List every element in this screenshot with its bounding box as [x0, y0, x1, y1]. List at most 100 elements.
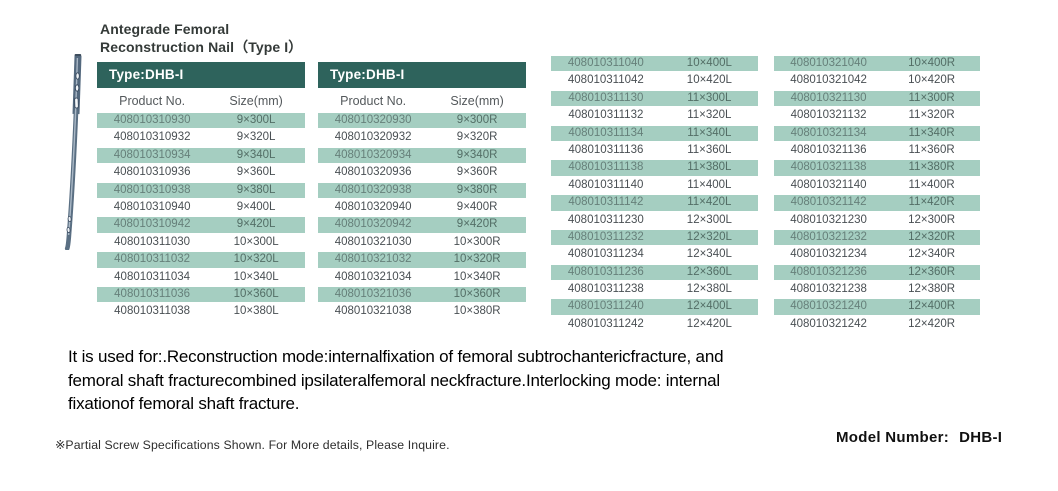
product-no-cell: 408010321130 [790, 91, 867, 104]
usage-description: It is used for:.Reconstruction mode:inte… [68, 345, 724, 416]
table-rows: 408010310930 9×300L 408010310932 9×320L 4080… [97, 113, 305, 320]
page-title: Antegrade Femoral Reconstruction Nail（Ty… [100, 20, 302, 56]
size-cell: 10×400L [686, 57, 732, 69]
page-title-line1: Antegrade Femoral [100, 21, 230, 37]
table-row: 408010311032 10×320L [97, 252, 305, 268]
product-no-cell: 408010311032 [114, 253, 191, 266]
product-no-cell: 408010311230 [567, 213, 644, 226]
product-no-cell: 408010311130 [568, 91, 644, 104]
table-rows: 408010320930 9×300R 408010320932 9×320R 4080… [318, 113, 526, 320]
product-no-cell: 408010321032 [334, 253, 412, 266]
size-cell: 9×400L [236, 200, 276, 213]
table-row: 408010321240 12×400R [774, 299, 980, 315]
product-no-cell: 408010320930 [334, 114, 412, 126]
product-no-cell: 408010311042 [567, 74, 644, 87]
table-row: 408010321042 10×420R [774, 73, 980, 88]
size-cell: 9×320R [456, 131, 498, 144]
size-cell: 9×340L [236, 148, 276, 161]
table-row: 408010321238 12×380R [774, 282, 980, 297]
size-cell: 11×300L [687, 91, 732, 104]
size-cell: 11×400R [908, 178, 955, 191]
spec-table-second: Type:DHB-I Product No. Size(mm) 40801032… [318, 62, 526, 322]
size-cell: 10×400R [908, 57, 956, 69]
product-no-cell: 408010311232 [567, 230, 644, 243]
size-cell: 9×380R [456, 183, 498, 196]
table-row: 408010321034 10×340R [318, 270, 526, 285]
table-row: 408010320932 9×320R [318, 130, 526, 145]
type-header-bar: Type:DHB-I [318, 62, 526, 88]
table-row: 408010311132 11×320L [551, 108, 758, 123]
product-no-cell: 408010321034 [334, 270, 412, 283]
type-header-label: Type:DHB-I [330, 67, 405, 82]
femoral-nail-illustration [56, 52, 96, 251]
product-no-cell: 408010320942 [334, 218, 412, 231]
product-no-cell: 408010311138 [568, 161, 644, 174]
size-cell: 12×360L [686, 265, 732, 278]
product-no-cell: 408010310940 [113, 200, 191, 213]
product-no-cell: 408010320936 [334, 166, 412, 179]
column-headers: Product No. Size(mm) [318, 89, 526, 113]
table-row: 408010321040 10×400R [774, 56, 980, 72]
product-no-cell: 408010310934 [113, 148, 191, 161]
product-no-cell: 408010311236 [567, 265, 644, 278]
table-row: 408010311242 12×420L [551, 317, 758, 332]
product-no-cell: 408010311234 [567, 248, 644, 261]
usage-description-line1: It is used for:.Reconstruction mode:inte… [68, 347, 724, 366]
size-cell: 9×300R [456, 114, 498, 126]
table-row: 408010321142 11×420R [774, 195, 980, 211]
product-no-cell: 408010311140 [568, 178, 644, 191]
column-header-product-no: Product No. [119, 94, 186, 108]
table-row: 408010311234 12×340L [551, 247, 758, 262]
size-cell: 9×420L [236, 218, 276, 231]
product-no-cell: 408010310930 [113, 114, 191, 126]
product-no-cell: 408010311036 [114, 287, 191, 300]
size-cell: 10×340L [233, 270, 279, 283]
size-cell: 12×300R [908, 213, 956, 226]
product-no-cell: 408010320934 [334, 148, 412, 161]
table-row: 408010321138 11×380R [774, 160, 980, 176]
table-row: 408010321030 10×300R [318, 235, 526, 250]
size-cell: 12×300L [686, 213, 732, 226]
table-row: 408010320942 9×420R [318, 217, 526, 233]
page-title-line2: Reconstruction Nail（Type I） [100, 39, 303, 56]
product-no-cell: 408010310938 [113, 183, 191, 196]
product-no-cell: 408010311040 [567, 57, 644, 69]
size-cell: 11×320L [687, 109, 732, 122]
spec-table-fourth: 408010321040 10×400R 408010321042 10×420R 40… [774, 56, 980, 334]
size-cell: 12×420R [908, 317, 956, 330]
product-no-cell: 408010311240 [567, 300, 644, 313]
table-row: 408010321236 12×360R [774, 264, 980, 281]
table-row: 408010311230 12×300L [551, 213, 758, 228]
size-cell: 11×320R [908, 109, 955, 122]
size-cell: 9×400R [456, 200, 498, 213]
product-no-cell: 408010321040 [790, 57, 867, 69]
size-cell: 10×380L [233, 305, 279, 318]
table-rows: 408010321040 10×400R 408010321042 10×420R 40… [774, 56, 980, 332]
product-no-cell: 408010321240 [790, 300, 867, 313]
product-no-cell: 408010321132 [790, 109, 867, 122]
usage-description-line2: femoral shaft fracturecombined ipsilater… [68, 370, 720, 390]
product-no-cell: 408010321036 [334, 287, 412, 300]
model-number-label: Model Number: [836, 429, 950, 446]
product-no-cell: 408010321140 [790, 178, 867, 191]
table-row: 408010311034 10×340L [97, 270, 305, 285]
table-row: 408010311236 12×360L [551, 264, 758, 281]
table-row: 408010311036 10×360L [97, 286, 305, 303]
table-row: 408010311136 11×360L [551, 143, 758, 158]
table-row: 408010311130 11×300L [551, 90, 758, 107]
table-row: 408010321130 11×300R [774, 90, 980, 107]
product-no-cell: 408010321238 [790, 283, 867, 296]
size-cell: 11×300R [908, 91, 955, 104]
table-row: 408010311142 11×420L [551, 195, 758, 211]
product-no-cell: 408010321138 [790, 161, 867, 174]
product-no-cell: 408010311242 [567, 317, 644, 330]
table-row: 408010310942 9×420L [97, 217, 305, 233]
size-cell: 11×380L [687, 161, 732, 174]
product-no-cell: 408010311136 [568, 143, 644, 156]
product-no-cell: 408010321236 [790, 265, 867, 278]
product-no-cell: 408010321042 [790, 74, 867, 87]
product-no-cell: 408010321242 [790, 317, 867, 330]
table-row: 408010311038 10×380L [97, 304, 305, 319]
product-no-cell: 408010311132 [568, 109, 644, 122]
